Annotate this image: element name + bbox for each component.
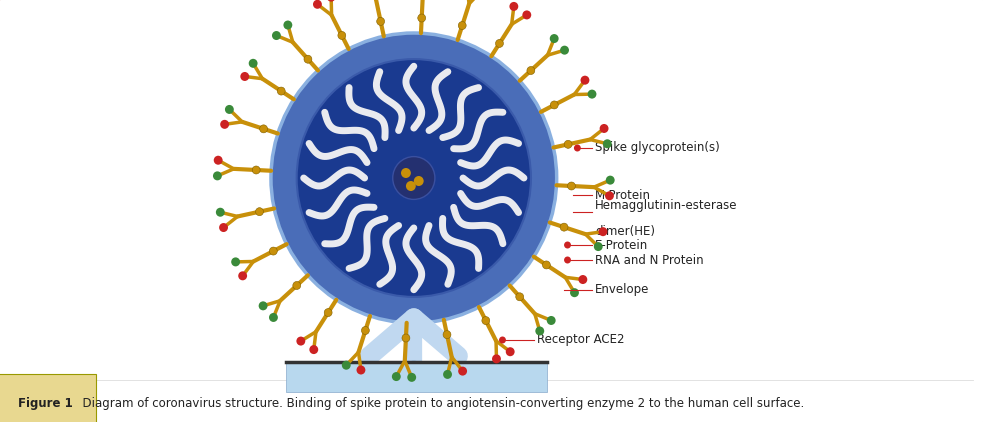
Circle shape bbox=[252, 166, 260, 174]
Circle shape bbox=[492, 354, 501, 363]
Circle shape bbox=[407, 373, 416, 382]
Circle shape bbox=[527, 67, 535, 75]
Circle shape bbox=[283, 21, 292, 30]
Bar bbox=[410, 318, 419, 325]
Circle shape bbox=[550, 34, 559, 43]
Circle shape bbox=[482, 316, 490, 325]
Circle shape bbox=[292, 281, 300, 289]
Circle shape bbox=[213, 171, 222, 180]
Circle shape bbox=[255, 208, 263, 216]
Text: Diagram of coronavirus structure. Binding of spike protein to angiotensin-conver: Diagram of coronavirus structure. Bindin… bbox=[75, 398, 804, 411]
Circle shape bbox=[392, 372, 401, 381]
Circle shape bbox=[361, 327, 369, 335]
Circle shape bbox=[402, 334, 410, 342]
Circle shape bbox=[570, 288, 579, 297]
Circle shape bbox=[600, 124, 609, 133]
Bar bbox=[285, 362, 547, 392]
Text: E-Protein: E-Protein bbox=[595, 238, 649, 252]
Circle shape bbox=[259, 125, 267, 133]
Circle shape bbox=[239, 271, 248, 280]
Circle shape bbox=[560, 46, 569, 55]
Circle shape bbox=[221, 120, 230, 129]
Circle shape bbox=[568, 182, 576, 190]
Circle shape bbox=[579, 275, 587, 284]
Circle shape bbox=[277, 87, 285, 95]
Circle shape bbox=[535, 327, 544, 335]
Circle shape bbox=[342, 361, 350, 370]
Circle shape bbox=[270, 33, 557, 323]
Circle shape bbox=[324, 308, 332, 316]
Text: M-Protein: M-Protein bbox=[595, 189, 651, 201]
Circle shape bbox=[564, 257, 571, 263]
Circle shape bbox=[214, 156, 223, 165]
Circle shape bbox=[216, 208, 225, 217]
Text: Receptor ACE2: Receptor ACE2 bbox=[537, 333, 625, 346]
Circle shape bbox=[594, 242, 603, 251]
Circle shape bbox=[338, 31, 345, 39]
Circle shape bbox=[543, 261, 550, 269]
Circle shape bbox=[581, 76, 590, 85]
Circle shape bbox=[309, 345, 318, 354]
Circle shape bbox=[499, 336, 506, 344]
Circle shape bbox=[550, 101, 558, 109]
Circle shape bbox=[509, 2, 518, 11]
Circle shape bbox=[401, 168, 411, 178]
Circle shape bbox=[220, 223, 228, 232]
Circle shape bbox=[506, 347, 515, 356]
Circle shape bbox=[326, 0, 335, 2]
Circle shape bbox=[296, 59, 531, 297]
Circle shape bbox=[356, 365, 365, 374]
Text: dimer(HE): dimer(HE) bbox=[595, 225, 655, 238]
Circle shape bbox=[564, 241, 571, 249]
Circle shape bbox=[547, 316, 556, 325]
Circle shape bbox=[414, 176, 424, 186]
Text: Spike glycoprotein(s): Spike glycoprotein(s) bbox=[595, 141, 720, 154]
Circle shape bbox=[443, 370, 452, 379]
Circle shape bbox=[605, 191, 614, 200]
Circle shape bbox=[564, 141, 572, 148]
Circle shape bbox=[232, 257, 241, 266]
Circle shape bbox=[418, 14, 425, 22]
Circle shape bbox=[249, 59, 257, 68]
Circle shape bbox=[522, 11, 531, 19]
Circle shape bbox=[516, 293, 524, 301]
Text: Hemagglutinin-esterase: Hemagglutinin-esterase bbox=[595, 199, 738, 212]
Circle shape bbox=[606, 176, 615, 185]
Circle shape bbox=[272, 31, 280, 40]
Text: RNA and N Protein: RNA and N Protein bbox=[595, 254, 704, 267]
Circle shape bbox=[458, 367, 467, 376]
Circle shape bbox=[313, 0, 322, 9]
Circle shape bbox=[405, 361, 423, 379]
Circle shape bbox=[269, 247, 277, 255]
Text: Figure 1: Figure 1 bbox=[18, 398, 73, 411]
Circle shape bbox=[376, 17, 384, 25]
Circle shape bbox=[443, 330, 451, 338]
Circle shape bbox=[304, 55, 311, 63]
Circle shape bbox=[603, 139, 612, 148]
Circle shape bbox=[588, 89, 597, 99]
Circle shape bbox=[560, 223, 568, 231]
Circle shape bbox=[241, 72, 250, 81]
Text: Envelope: Envelope bbox=[595, 284, 650, 297]
Circle shape bbox=[225, 105, 234, 114]
Circle shape bbox=[406, 181, 416, 191]
Circle shape bbox=[269, 313, 277, 322]
Circle shape bbox=[393, 157, 435, 200]
Circle shape bbox=[296, 337, 305, 346]
Circle shape bbox=[496, 39, 503, 47]
Circle shape bbox=[599, 227, 608, 236]
Circle shape bbox=[458, 22, 466, 30]
Circle shape bbox=[574, 144, 581, 151]
Circle shape bbox=[258, 301, 267, 310]
